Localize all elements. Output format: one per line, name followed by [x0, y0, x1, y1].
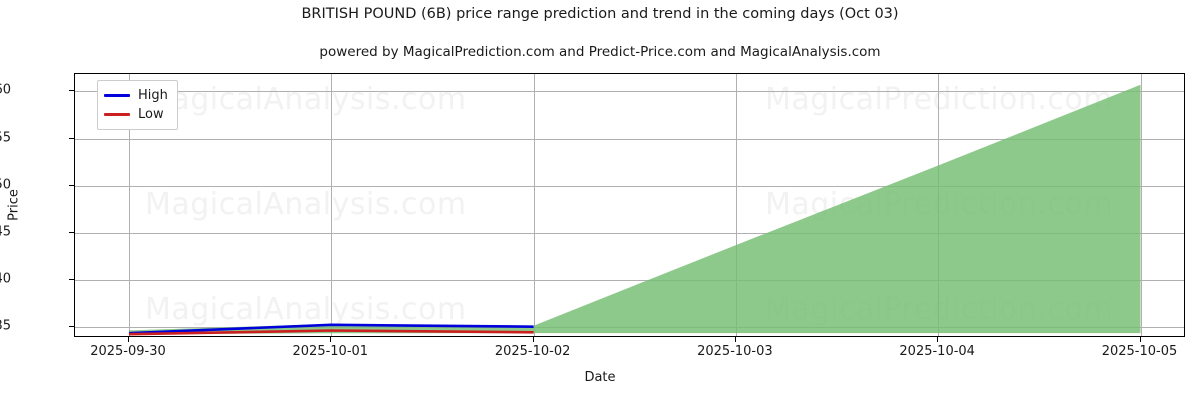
- x-axis-tick-mark: [128, 337, 129, 342]
- y-axis-tick-mark: [69, 185, 74, 186]
- legend-swatch-line: [104, 94, 130, 97]
- x-axis-tick-mark: [330, 337, 331, 342]
- x-axis-tick-label: 2025-10-04: [899, 344, 975, 359]
- y-axis-tick-label: 1.35: [0, 318, 11, 334]
- gridline-horizontal: [75, 280, 1184, 281]
- gridline-horizontal: [75, 139, 1184, 140]
- x-axis-tick-mark: [735, 337, 736, 342]
- y-axis-tick-label: 1.50: [0, 177, 11, 193]
- x-axis-tick-label: 2025-10-05: [1101, 344, 1178, 359]
- high-series-line: [128, 323, 534, 335]
- low-series-line: [128, 329, 534, 336]
- y-axis-tick-mark: [69, 279, 74, 280]
- gridline-horizontal: [75, 91, 1184, 92]
- y-axis-tick-mark: [69, 326, 74, 327]
- x-axis-tick-mark: [533, 337, 534, 342]
- gridline-horizontal: [75, 186, 1184, 187]
- gridline-vertical: [736, 74, 737, 336]
- y-axis-tick-label: 1.45: [0, 224, 11, 240]
- legend-item-high[interactable]: High: [104, 86, 168, 105]
- data-layer: [128, 84, 1141, 336]
- x-axis-tick-label: 2025-10-02: [494, 344, 571, 359]
- y-axis-tick-mark: [69, 90, 74, 91]
- x-axis-tick-label: 2025-10-03: [697, 344, 773, 359]
- y-axis-tick-mark: [69, 138, 74, 139]
- y-axis-tick-label: 1.55: [0, 130, 11, 146]
- x-axis-tick-mark: [937, 337, 938, 342]
- chart-subtitle: powered by MagicalPrediction.com and Pre…: [319, 44, 881, 60]
- gridline-vertical: [331, 74, 332, 336]
- x-axis-tick-label: 2025-09-30: [90, 344, 166, 359]
- legend-swatch-line: [104, 113, 130, 116]
- plot-clip: MagicalAnalysis.com MagicalPrediction.com…: [75, 74, 1184, 336]
- gridline-vertical: [129, 74, 130, 336]
- legend-label: High: [138, 88, 168, 103]
- y-axis-tick-label: 1.40: [0, 271, 11, 287]
- y-axis-tick-label: 1.60: [0, 82, 11, 98]
- chart-legend: High Low: [97, 80, 178, 130]
- gridline-horizontal: [75, 233, 1184, 234]
- legend-label: Low: [138, 107, 164, 122]
- x-axis-title: Date: [584, 370, 616, 385]
- prediction-band: [129, 84, 1141, 335]
- legend-item-low[interactable]: Low: [104, 105, 168, 124]
- gridline-vertical: [1141, 74, 1142, 336]
- plot-area: MagicalAnalysis.com MagicalPrediction.com…: [74, 73, 1185, 337]
- x-axis-tick-mark: [1140, 337, 1141, 342]
- y-axis-title: Price: [6, 189, 22, 221]
- chart-title: BRITISH POUND (6B) price range predictio…: [301, 6, 899, 22]
- y-axis-tick-mark: [69, 232, 74, 233]
- x-axis-tick-label: 2025-10-01: [292, 344, 369, 359]
- gridline-vertical: [534, 74, 535, 336]
